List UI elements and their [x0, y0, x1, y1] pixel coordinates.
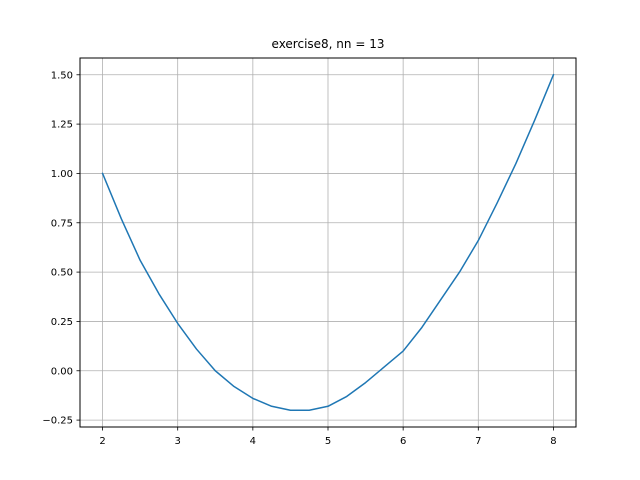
grid-lines — [80, 58, 576, 427]
x-tick-label: 7 — [475, 436, 481, 447]
x-tick-label: 4 — [250, 436, 256, 447]
x-tick-label: 2 — [99, 436, 105, 447]
y-tick-label: 1.00 — [51, 169, 73, 180]
y-tick-label: 0.50 — [51, 268, 73, 279]
y-tick-label: 1.25 — [51, 120, 73, 131]
series-line — [101, 73, 555, 411]
y-tick-label: 0.75 — [51, 218, 73, 229]
x-tick-label: 3 — [175, 436, 181, 447]
y-tick-label: 0.00 — [51, 366, 73, 377]
series-group — [101, 73, 555, 411]
y-axis: −0.25 0.00 0.25 0.50 0.75 1.00 1.25 1.50 — [42, 70, 80, 427]
x-tick-label: 5 — [325, 436, 331, 447]
x-axis: 2 3 4 5 6 7 8 — [99, 427, 557, 447]
y-tick-label: 0.25 — [51, 317, 73, 328]
x-tick-label: 6 — [400, 436, 406, 447]
y-tick-label: 1.50 — [51, 70, 73, 81]
y-tick-label: −0.25 — [42, 416, 73, 427]
x-tick-label: 8 — [550, 436, 556, 447]
chart-title: exercise8, nn = 13 — [272, 37, 385, 51]
